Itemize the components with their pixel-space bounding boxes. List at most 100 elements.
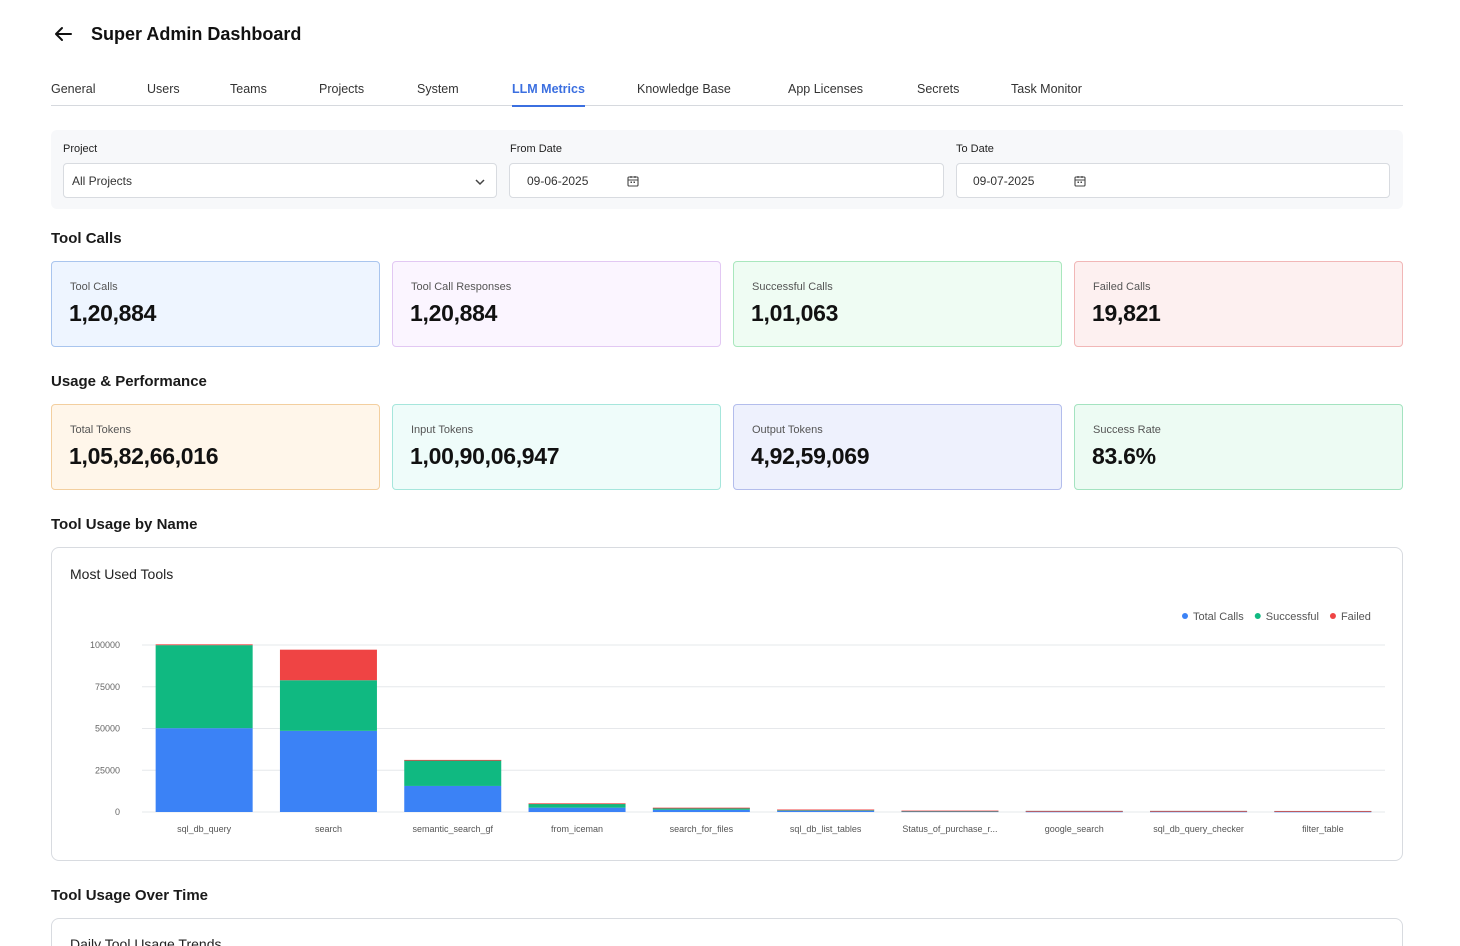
section-title-usage-performance: Usage & Performance [51,373,207,390]
section-title-tool-usage-by-name: Tool Usage by Name [51,516,198,533]
x-tick-label: search [315,824,342,834]
x-tick-label: semantic_search_gf [412,824,493,834]
stat-value: 1,20,884 [69,300,157,326]
stat-value: 1,01,063 [751,300,839,326]
bar-segment [1025,810,1123,812]
bar-segment [279,649,377,681]
to-date-label: To Date [956,143,994,155]
tab-bar: General Users Teams Projects System LLM … [51,82,1403,107]
bar-segment [1025,811,1123,813]
legend-marker [1254,613,1261,619]
bar-segment [528,807,626,812]
bar-segment [155,645,253,729]
bar-segment [528,803,626,805]
bar-segment [901,810,999,812]
tab-knowledge-base[interactable]: Knowledge Base [637,82,731,96]
x-tick-label: sql_db_query_checker [1153,824,1244,834]
bar-segment [1274,810,1372,812]
back-arrow-icon[interactable] [51,22,75,46]
y-tick-label: 100000 [90,640,120,650]
stat-value: 1,05,82,66,016 [69,443,219,469]
stat-card-total-tokens: Total Tokens 1,05,82,66,016 [51,404,380,490]
x-tick-label: filter_table [1302,824,1344,834]
x-tick-label: sql_db_query [177,824,232,834]
legend-label: Failed [1341,611,1371,623]
tab-task-monitor[interactable]: Task Monitor [1011,82,1082,96]
bar-segment [155,644,253,646]
section-title-tool-calls: Tool Calls [51,230,122,247]
stat-label: Successful Calls [752,281,833,293]
from-date-value: 09-06-2025 [527,174,589,188]
bar-chart: 0 25000 50000 75000 100000 sql_db_query search… [90,611,1385,834]
x-tick-label: Status_of_purchase_r... [902,824,997,834]
daily-trends-card: Daily Tool Usage Trends [51,918,1403,946]
page-header: Super Admin Dashboard [51,22,301,46]
stat-label: Tool Calls [70,281,118,293]
project-select[interactable]: All Projects [63,163,497,198]
stat-label: Output Tokens [752,424,823,436]
bar-segment [652,809,750,812]
bar-segment [777,810,875,812]
stat-card-success-rate: Success Rate 83.6% [1074,404,1403,490]
tab-llm-metrics[interactable]: LLM Metrics [512,82,585,107]
bar-segment [279,680,377,731]
x-tick-label: sql_db_list_tables [790,824,862,834]
bar-segment [404,785,502,812]
legend-marker [1329,613,1336,619]
calendar-icon[interactable] [627,174,639,192]
bar-segment [777,809,875,811]
to-date-value: 09-07-2025 [973,174,1035,188]
tab-teams[interactable]: Teams [230,82,267,96]
legend-label: Total Calls [1193,611,1244,623]
stat-card-failed-calls: Failed Calls 19,821 [1074,261,1403,347]
chart-title: Daily Tool Usage Trends [70,936,222,946]
most-used-tools-card: Most Used Tools 0 25000 50000 75000 100000 sq… [51,547,1403,861]
from-date-label: From Date [510,143,562,155]
project-label: Project [63,143,98,155]
bar-segment [652,807,750,810]
bar-segment [1150,810,1248,812]
bar-segment [155,728,253,812]
y-tick-label: 25000 [95,765,120,775]
bar-segment [279,730,377,812]
tab-system[interactable]: System [417,82,459,96]
tab-secrets[interactable]: Secrets [917,82,960,96]
filter-panel: Project All Projects From Date 09-06-202… [51,130,1403,209]
from-date-input[interactable]: 09-06-2025 [509,163,944,198]
tab-app-licenses[interactable]: App Licenses [788,82,864,96]
legend-label: Successful [1266,611,1319,623]
legend-marker [1182,613,1188,619]
tab-general[interactable]: General [51,82,96,96]
stat-label: Input Tokens [411,424,474,436]
stat-card-output-tokens: Output Tokens 4,92,59,069 [733,404,1062,490]
stat-label: Failed Calls [1093,281,1151,293]
stat-value: 83.6% [1092,443,1156,469]
stat-label: Tool Call Responses [411,281,512,293]
bar-segment [1274,811,1372,813]
tab-users[interactable]: Users [147,82,180,96]
bar-segment [404,760,502,786]
stat-value: 1,20,884 [410,300,498,326]
y-tick-label: 50000 [95,724,120,734]
x-tick-label: search_for_files [670,824,734,834]
chart-title: Most Used Tools [70,566,174,582]
bar-segment [528,803,626,808]
stat-value: 19,821 [1092,300,1161,326]
stat-value: 4,92,59,069 [751,443,870,469]
stat-card-successful-calls: Successful Calls 1,01,063 [733,261,1062,347]
section-title-tool-usage-over-time: Tool Usage Over Time [51,887,208,904]
stat-card-tool-call-responses: Tool Call Responses 1,20,884 [392,261,721,347]
bar-segment [652,807,750,809]
chevron-down-icon [474,175,486,193]
y-tick-label: 0 [115,807,120,817]
calendar-icon[interactable] [1074,174,1086,192]
project-select-value: All Projects [72,174,133,188]
stat-card-tool-calls: Tool Calls 1,20,884 [51,261,380,347]
to-date-input[interactable]: 09-07-2025 [956,163,1390,198]
stat-value: 1,00,90,06,947 [410,443,560,469]
y-tick-label: 75000 [95,682,120,692]
bar-segment [1150,811,1248,813]
tab-projects[interactable]: Projects [319,82,365,96]
x-tick-label: google_search [1045,824,1104,834]
page-title: Super Admin Dashboard [91,23,302,44]
